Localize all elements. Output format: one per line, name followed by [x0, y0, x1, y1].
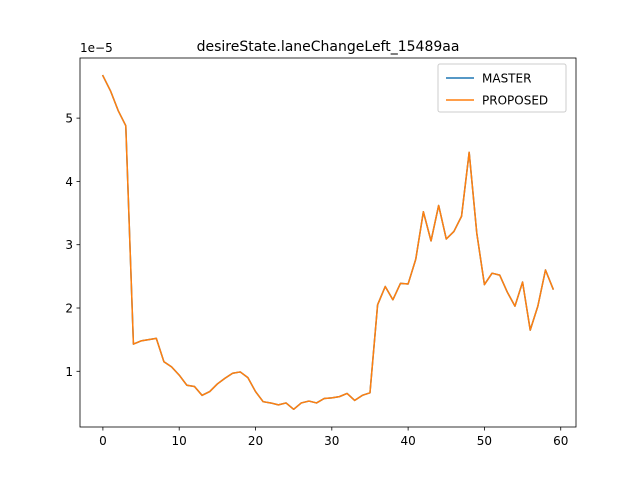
- y-axis-offset-label: 1e−5: [80, 41, 113, 55]
- x-tick-label: 40: [400, 434, 415, 448]
- y-tick-label: 3: [65, 238, 73, 252]
- chart-title: desireState.laneChangeLeft_15489aa: [197, 39, 460, 55]
- y-tick-label: 4: [65, 175, 73, 189]
- series-line-proposed: [101, 74, 555, 411]
- series-layer: [101, 74, 555, 411]
- legend-label-proposed: PROPOSED: [482, 94, 548, 108]
- x-tick-label: 0: [99, 434, 107, 448]
- axes-layer: 0 10 20 30 40 50 60 1 2 3 4 5: [65, 57, 577, 448]
- y-tick-label: 5: [65, 112, 73, 126]
- legend-label-master: MASTER: [482, 72, 531, 86]
- legend: MASTER PROPOSED: [437, 63, 567, 113]
- plot-frame: [79, 57, 577, 428]
- y-tick-label: 1: [65, 365, 73, 379]
- y-tick-label: 2: [65, 302, 73, 316]
- x-tick-label: 10: [172, 434, 187, 448]
- x-tick-label: 60: [553, 434, 568, 448]
- x-tick-label: 30: [324, 434, 339, 448]
- x-tick-label: 50: [477, 434, 492, 448]
- x-tick-label: 20: [248, 434, 263, 448]
